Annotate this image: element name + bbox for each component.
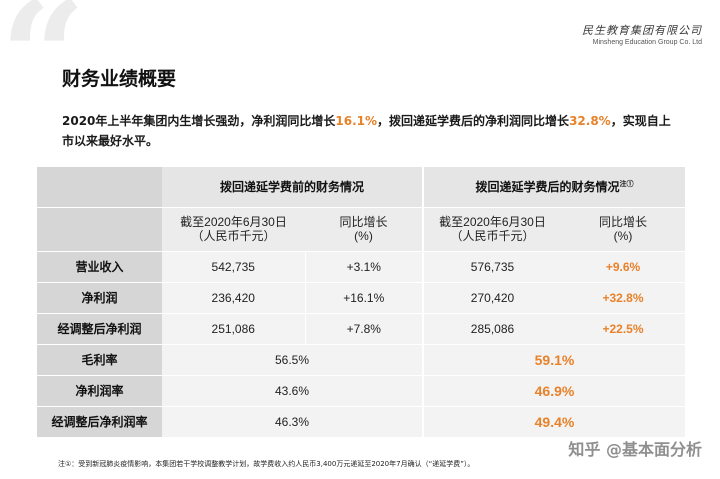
summary-part3: ，实现自上市以来最好水平。 [62, 114, 671, 148]
summary-part2: ，拨回递延学费后的净利润同比增长 [377, 114, 570, 128]
growth-before: +3.1% [304, 251, 423, 283]
subheader-corner-cell [37, 207, 162, 252]
group-header-after-deferred: 拨回递延学费后的财务情况注① [422, 167, 685, 208]
company-logo: 民生教育集团有限公司 Minsheng Education Group Co. … [582, 22, 702, 46]
table-group-header-row: 拨回递延学费前的财务情况 拨回递延学费后的财务情况注① [37, 167, 685, 208]
growth-after: +22.5% [561, 313, 685, 345]
rate-after: 49.4% [422, 406, 685, 438]
rate-after: 59.1% [422, 344, 685, 376]
footnote: 注①：受到新冠肺炎疫情影响，本集团若干学校调整教学计划，故学费收入约人民币3,4… [58, 460, 475, 468]
summary-highlight-adjusted-profit: 32.8% [569, 114, 611, 128]
footnote-marker: 注① [619, 181, 634, 189]
rate-after: 46.9% [422, 375, 685, 407]
value-before: 251,086 [162, 313, 305, 345]
table-row: 营业收入 542,735 +3.1% 576,735 +9.6% [37, 251, 685, 283]
table-corner-cell [37, 167, 162, 208]
table-row: 毛利率 56.5% 59.1% [37, 344, 685, 376]
subheader-date-line2: （人民币千元） [191, 229, 276, 243]
rate-row-label: 经调整后净利润率 [37, 406, 162, 438]
table-row: 经调整后净利润率 46.3% 49.4% [37, 406, 685, 438]
watermark-text: 知乎 @基本面分析 [568, 440, 702, 459]
summary-part1: 2020年上半年集团内生增长强劲，净利润同比增长 [62, 114, 336, 128]
group-header-before-deferred: 拨回递延学费前的财务情况 [162, 167, 423, 208]
table-row: 经调整后净利润 251,086 +7.8% 285,086 +22.5% [37, 313, 685, 345]
subheader-growth-line2: (%) [354, 229, 373, 243]
logo-chinese-name: 民生教育集团有限公司 [582, 24, 702, 37]
value-before: 542,735 [162, 251, 305, 283]
logo-english-name: Minsheng Education Group Co. Ltd [592, 39, 702, 46]
page-title: 财务业绩概要 [62, 68, 177, 90]
rate-before: 46.3% [162, 406, 423, 438]
subheader-growth-2: 同比增长 (%) [561, 207, 685, 252]
row-label: 营业收入 [37, 251, 162, 283]
rate-row-label: 毛利率 [37, 344, 162, 376]
summary-highlight-net-profit: 16.1% [335, 114, 378, 128]
subheader-growth-1: 同比增长 (%) [305, 207, 423, 252]
subheader-date-line2: （人民币千元） [450, 229, 535, 243]
growth-before: +16.1% [304, 282, 423, 314]
group-header-after-label: 拨回递延学费后的财务情况 [475, 180, 620, 195]
subheader-growth-line1: 同比增长 [339, 215, 388, 229]
table-row: 净利润率 43.6% 46.9% [37, 375, 685, 407]
subheader-date-line1: 截至2020年6月30日 [180, 215, 287, 229]
table-row: 净利润 236,420 +16.1% 270,420 +32.8% [37, 282, 685, 314]
value-after: 576,735 [422, 251, 561, 283]
subheader-growth-line1: 同比增长 [598, 215, 647, 229]
subheader-date-1: 截至2020年6月30日 （人民币千元） [162, 207, 305, 252]
summary-text: 2020年上半年集团内生增长强劲，净利润同比增长16.1%，拨回递延学费后的净利… [62, 111, 682, 151]
subheader-date-line1: 截至2020年6月30日 [439, 215, 546, 229]
table-subheader-row: 截至2020年6月30日 （人民币千元） 同比增长 (%) 截至2020年6月30日… [37, 207, 685, 252]
financial-table: 拨回递延学费前的财务情况 拨回递延学费后的财务情况注① 截至2020年6月30日… [37, 167, 685, 438]
growth-after: +9.6% [561, 251, 685, 283]
decorative-quote-icon: “ [0, 0, 86, 145]
row-label: 经调整后净利润 [37, 313, 162, 345]
value-after: 285,086 [422, 313, 561, 345]
subheader-growth-line2: (%) [613, 229, 633, 243]
rate-before: 56.5% [162, 344, 423, 376]
growth-before: +7.8% [304, 313, 423, 345]
subheader-date-2: 截至2020年6月30日 （人民币千元） [422, 207, 561, 252]
rate-before: 43.6% [162, 375, 423, 407]
rate-row-label: 净利润率 [37, 375, 162, 407]
row-label: 净利润 [37, 282, 162, 314]
value-before: 236,420 [162, 282, 305, 314]
growth-after: +32.8% [561, 282, 685, 314]
value-after: 270,420 [422, 282, 561, 314]
